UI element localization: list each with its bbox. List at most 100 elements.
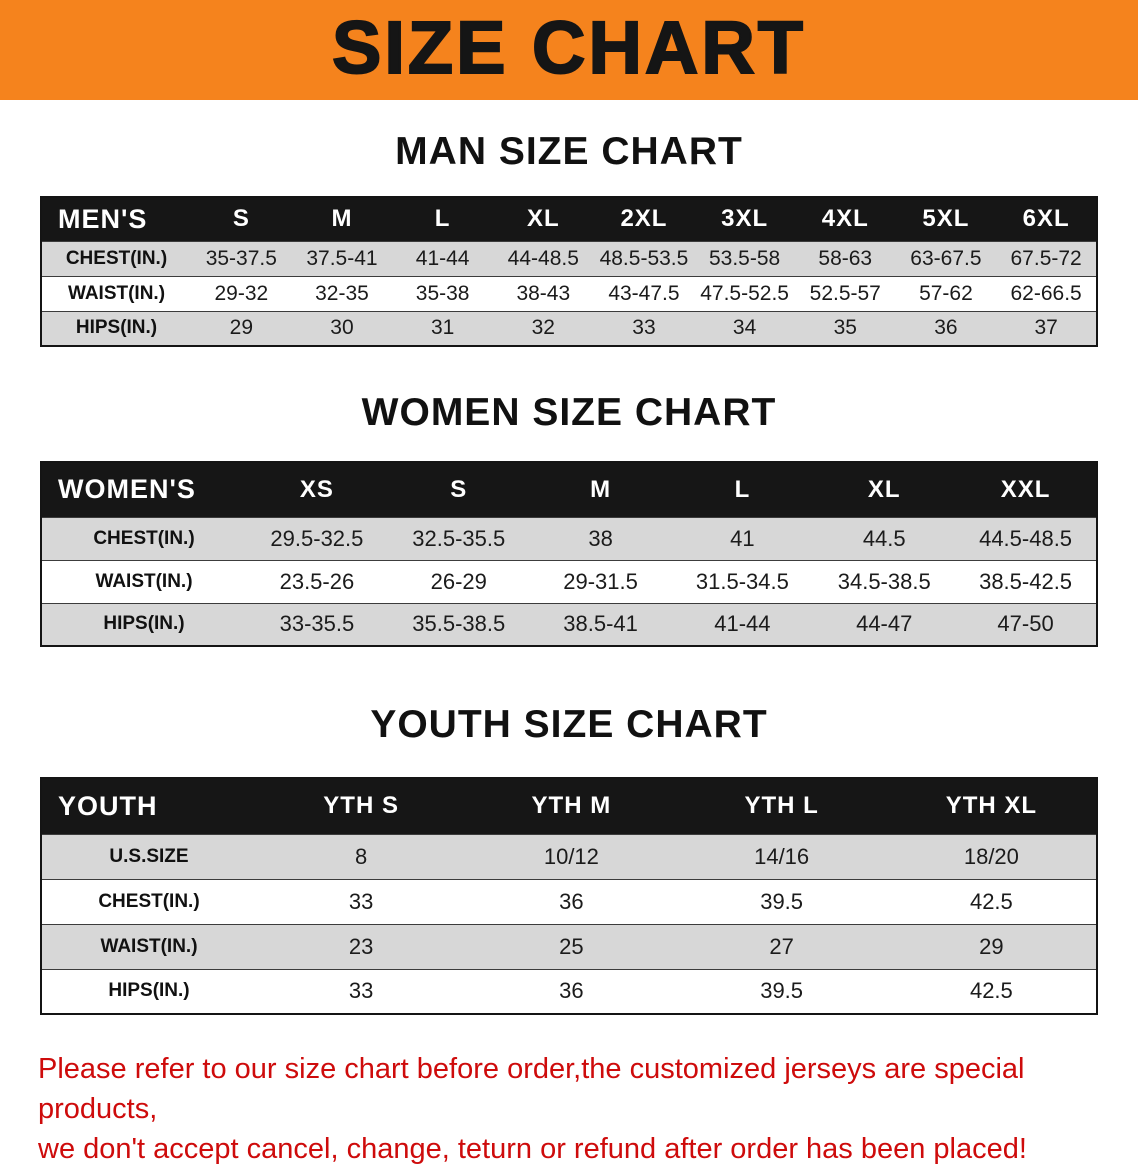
size-column-header: M — [590, 475, 612, 503]
size-column-header: L — [734, 475, 751, 503]
measure-value: 41-44 — [415, 246, 470, 270]
measure-value: 42.5 — [969, 888, 1013, 914]
table-header-row: WOMEN'S XS S M L XL XXL — [41, 462, 1097, 517]
measure-value: 32 — [531, 316, 555, 340]
measure-label: HIPS(IN.) — [103, 613, 185, 635]
measure-value: 25 — [559, 933, 584, 959]
measure-value: 35-38 — [415, 281, 470, 305]
measure-value: 38.5-41 — [563, 611, 638, 637]
measure-value: 52.5-57 — [809, 281, 881, 305]
size-column-header: L — [434, 205, 451, 233]
measure-value: 37.5-41 — [306, 246, 378, 270]
measure-value: 44-47 — [856, 611, 913, 637]
size-column-header: 2XL — [620, 205, 668, 233]
measure-value: 41 — [730, 525, 755, 551]
measure-value: 36 — [934, 316, 958, 340]
measure-value: 23 — [348, 933, 374, 959]
measure-value: 35.5-38.5 — [412, 611, 506, 637]
measure-value: 44.5 — [862, 525, 906, 551]
size-column-header: YTH M — [531, 792, 612, 820]
measure-value: 30 — [330, 316, 354, 340]
measure-value: 47.5-52.5 — [700, 281, 789, 305]
measure-value: 33-35.5 — [279, 611, 355, 637]
measure-value: 34 — [732, 316, 757, 340]
measure-value: 53.5-58 — [708, 246, 781, 270]
table-row: U.S.SIZE 8 10/12 14/16 18/20 — [41, 834, 1097, 879]
measure-value: 44-48.5 — [507, 246, 579, 270]
measure-value: 35 — [833, 316, 857, 340]
measure-value: 44.5-48.5 — [979, 525, 1073, 551]
disclaimer-line-2: we don't accept cancel, change, teturn o… — [38, 1133, 1027, 1166]
size-column-header: 6XL — [1022, 205, 1070, 233]
size-column-header: 3XL — [721, 205, 769, 233]
table-row: WAIST(IN.) 29-32 32-35 35-38 38-43 43-47.5 47.… — [41, 276, 1097, 311]
measure-value: 29-31.5 — [563, 568, 638, 594]
youth-size-section: YOUTH SIZE CHART YOUTH YTH S YTH M YTH L YTH… — [0, 703, 1138, 1015]
measure-value: 27 — [769, 933, 794, 959]
measure-value: 29 — [979, 933, 1004, 959]
size-column-header: XL — [867, 475, 901, 503]
measure-value: 8 — [355, 843, 368, 869]
measure-label: CHEST(IN.) — [98, 890, 200, 912]
table-row: CHEST(IN.) 35-37.5 37.5-41 41-44 44-48.5 48.5… — [41, 241, 1097, 276]
measure-label: WAIST(IN.) — [95, 570, 193, 592]
size-column-header: YTH L — [744, 792, 819, 820]
measure-value: 36 — [559, 978, 584, 1004]
size-column-header: 5XL — [922, 205, 970, 233]
measure-label: HIPS(IN.) — [75, 317, 158, 339]
measure-value: 43-47.5 — [608, 281, 680, 305]
measure-label: CHEST(IN.) — [65, 247, 168, 269]
measure-value: 39.5 — [760, 888, 804, 914]
measure-value: 62-66.5 — [1010, 281, 1082, 305]
measure-label: HIPS(IN.) — [108, 980, 190, 1002]
measure-label: WAIST(IN.) — [67, 282, 166, 304]
measure-value: 67.5-72 — [1010, 246, 1082, 270]
measure-value: 31 — [430, 316, 455, 340]
men-size-section: MAN SIZE CHART MEN'S S M L XL 2XL 3XL 4XL 5XL 6XL… — [0, 130, 1138, 347]
measure-value: 58-63 — [818, 246, 873, 270]
women-section-heading: WOMEN SIZE CHART — [361, 391, 777, 434]
size-column-header: S — [232, 205, 250, 233]
measure-value: 14/16 — [754, 843, 810, 869]
women-size-section: WOMEN SIZE CHART WOMEN'S XS S M L XL XXL CHEST(… — [0, 391, 1138, 647]
measure-value: 29-32 — [214, 281, 269, 305]
size-column-header: YTH XL — [945, 792, 1038, 820]
table-row: HIPS(IN.) 33 36 39.5 42.5 — [41, 969, 1097, 1014]
size-column-header: XL — [526, 205, 560, 233]
banner: SIZE CHART — [0, 0, 1138, 100]
size-column-header: M — [331, 205, 353, 233]
measure-value: 34.5-38.5 — [837, 568, 931, 594]
table-corner-label: YOUTH — [58, 790, 158, 821]
measure-value: 10/12 — [543, 843, 599, 869]
measure-value: 38 — [588, 525, 613, 551]
table-corner-label: WOMEN'S — [58, 474, 196, 505]
measure-label: U.S.SIZE — [109, 845, 189, 867]
measure-value: 18/20 — [963, 843, 1019, 869]
table-header-row: MEN'S S M L XL 2XL 3XL 4XL 5XL 6XL — [41, 197, 1097, 241]
measure-value: 32-35 — [315, 281, 369, 305]
measure-label: WAIST(IN.) — [100, 935, 198, 957]
measure-value: 42.5 — [969, 978, 1013, 1004]
table-row: CHEST(IN.) 29.5-32.5 32.5-35.5 38 41 44.5 44.5… — [41, 517, 1097, 560]
measure-value: 29 — [229, 316, 253, 340]
youth-section-heading: YOUTH SIZE CHART — [370, 703, 768, 746]
measure-value: 26-29 — [430, 568, 487, 594]
measure-value: 57-62 — [919, 281, 973, 305]
measure-value: 36 — [559, 888, 584, 914]
measure-value: 47-50 — [997, 611, 1054, 637]
table-row: WAIST(IN.) 23 25 27 29 — [41, 924, 1097, 969]
disclaimer: Please refer to our size chart before or… — [38, 1049, 1100, 1169]
measure-value: 23.5-26 — [279, 568, 355, 594]
men-size-table: MEN'S S M L XL 2XL 3XL 4XL 5XL 6XL CHEST(IN.) 35-37… — [40, 196, 1098, 347]
measure-value: 63-67.5 — [910, 246, 982, 270]
measure-value: 38-43 — [516, 281, 571, 305]
table-corner-label: MEN'S — [58, 203, 148, 234]
size-column-header: XXL — [1000, 475, 1051, 503]
measure-label: CHEST(IN.) — [93, 527, 195, 549]
measure-value: 32.5-35.5 — [412, 525, 506, 551]
size-column-header: 4XL — [821, 205, 869, 233]
size-column-header: S — [450, 475, 468, 503]
measure-value: 39.5 — [760, 978, 804, 1004]
table-header-row: YOUTH YTH S YTH M YTH L YTH XL — [41, 778, 1097, 834]
